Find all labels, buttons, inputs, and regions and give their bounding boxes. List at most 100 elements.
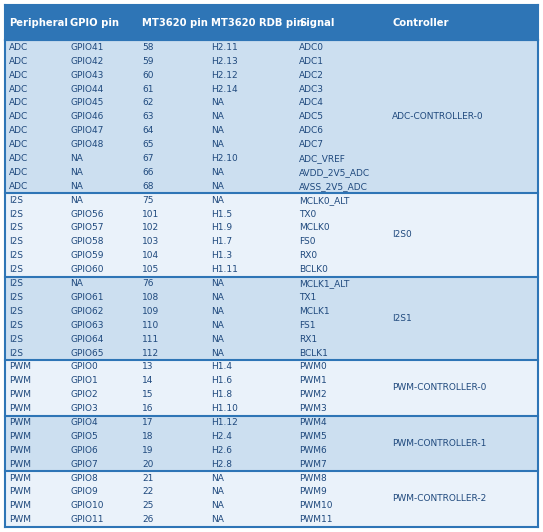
Text: ADC0: ADC0 [299,43,324,52]
Text: H2.4: H2.4 [211,432,232,441]
Text: 105: 105 [142,265,160,274]
Text: 111: 111 [142,335,160,344]
Text: NA: NA [211,307,224,316]
Bar [5,388,538,402]
Text: ADC2: ADC2 [299,71,324,80]
Text: TX1: TX1 [299,293,317,302]
Bar [5,443,538,457]
Bar [5,193,538,207]
Text: PWM: PWM [9,473,31,483]
Text: ADC: ADC [9,98,28,107]
Text: H1.11: H1.11 [211,265,238,274]
Text: NA: NA [211,473,224,483]
Text: 75: 75 [142,196,154,205]
Text: ADC: ADC [9,43,28,52]
Text: I2S: I2S [9,348,23,358]
Bar [5,429,538,443]
Bar [5,110,538,124]
Text: PWM: PWM [9,390,31,399]
Text: ADC_VREF: ADC_VREF [299,154,346,163]
Bar [5,82,538,96]
Bar [5,360,538,374]
Text: MCLK1: MCLK1 [299,307,330,316]
Text: NA: NA [71,196,83,205]
Text: GPIO1: GPIO1 [71,376,98,385]
Text: GPIO59: GPIO59 [71,251,104,260]
Text: 22: 22 [142,487,154,496]
Text: H2.11: H2.11 [211,43,238,52]
Text: 26: 26 [142,515,154,524]
Bar [5,5,538,40]
Bar [5,221,538,235]
Text: NA: NA [71,279,83,288]
Text: ADC: ADC [9,182,28,191]
Text: GPIO63: GPIO63 [71,321,104,330]
Text: MCLK0_ALT: MCLK0_ALT [299,196,350,205]
Text: GPIO11: GPIO11 [71,515,104,524]
Text: I2S: I2S [9,321,23,330]
Text: ADC: ADC [9,154,28,163]
Text: 67: 67 [142,154,154,163]
Bar [5,402,538,415]
Text: PWM11: PWM11 [299,515,333,524]
Text: I2S: I2S [9,293,23,302]
Text: TX0: TX0 [299,210,317,219]
Text: H1.5: H1.5 [211,210,232,219]
Text: 102: 102 [142,223,160,232]
Text: I2S: I2S [9,196,23,205]
Text: 14: 14 [142,376,154,385]
Text: NA: NA [211,501,224,510]
Text: H2.12: H2.12 [211,71,238,80]
Text: 112: 112 [142,348,160,358]
Text: 62: 62 [142,98,154,107]
Text: PWM: PWM [9,446,31,455]
Text: GPIO9: GPIO9 [71,487,98,496]
Text: GPIO57: GPIO57 [71,223,104,232]
Text: 25: 25 [142,501,154,510]
Text: RX0: RX0 [299,251,317,260]
Bar [5,207,538,221]
Text: NA: NA [211,348,224,358]
Text: 59: 59 [142,57,154,66]
Bar [5,124,538,138]
Text: I2S: I2S [9,223,23,232]
Text: PWM: PWM [9,418,31,427]
Text: NA: NA [211,126,224,135]
Text: 18: 18 [142,432,154,441]
Bar [5,471,538,485]
Text: H1.4: H1.4 [211,362,232,371]
Text: Peripheral: Peripheral [9,18,68,28]
Text: ADC7: ADC7 [299,140,324,149]
Bar [5,68,538,82]
Text: GPIO8: GPIO8 [71,473,98,483]
Text: PWM-CONTROLLER-0: PWM-CONTROLLER-0 [393,383,487,392]
Text: RX1: RX1 [299,335,317,344]
Text: MT3620 pin: MT3620 pin [142,18,208,28]
Text: 76: 76 [142,279,154,288]
Bar [5,235,538,249]
Text: I2S1: I2S1 [393,314,412,323]
Text: NA: NA [71,182,83,191]
Text: H1.12: H1.12 [211,418,238,427]
Text: 63: 63 [142,112,154,121]
Text: FS1: FS1 [299,321,315,330]
Text: GPIO42: GPIO42 [71,57,104,66]
Text: 104: 104 [142,251,160,260]
Text: I2S: I2S [9,251,23,260]
Text: 101: 101 [142,210,160,219]
Text: 58: 58 [142,43,154,52]
Bar [5,277,538,290]
Text: I2S: I2S [9,335,23,344]
Text: NA: NA [71,154,83,163]
Text: PWM-CONTROLLER-2: PWM-CONTROLLER-2 [393,494,487,503]
Text: 110: 110 [142,321,160,330]
Bar [5,485,538,499]
Bar [5,263,538,277]
Text: H1.6: H1.6 [211,376,232,385]
Text: 64: 64 [142,126,154,135]
Text: PWM3: PWM3 [299,404,327,413]
Text: BCLK0: BCLK0 [299,265,328,274]
Bar [5,415,538,429]
Bar [5,40,538,54]
Text: PWM: PWM [9,376,31,385]
